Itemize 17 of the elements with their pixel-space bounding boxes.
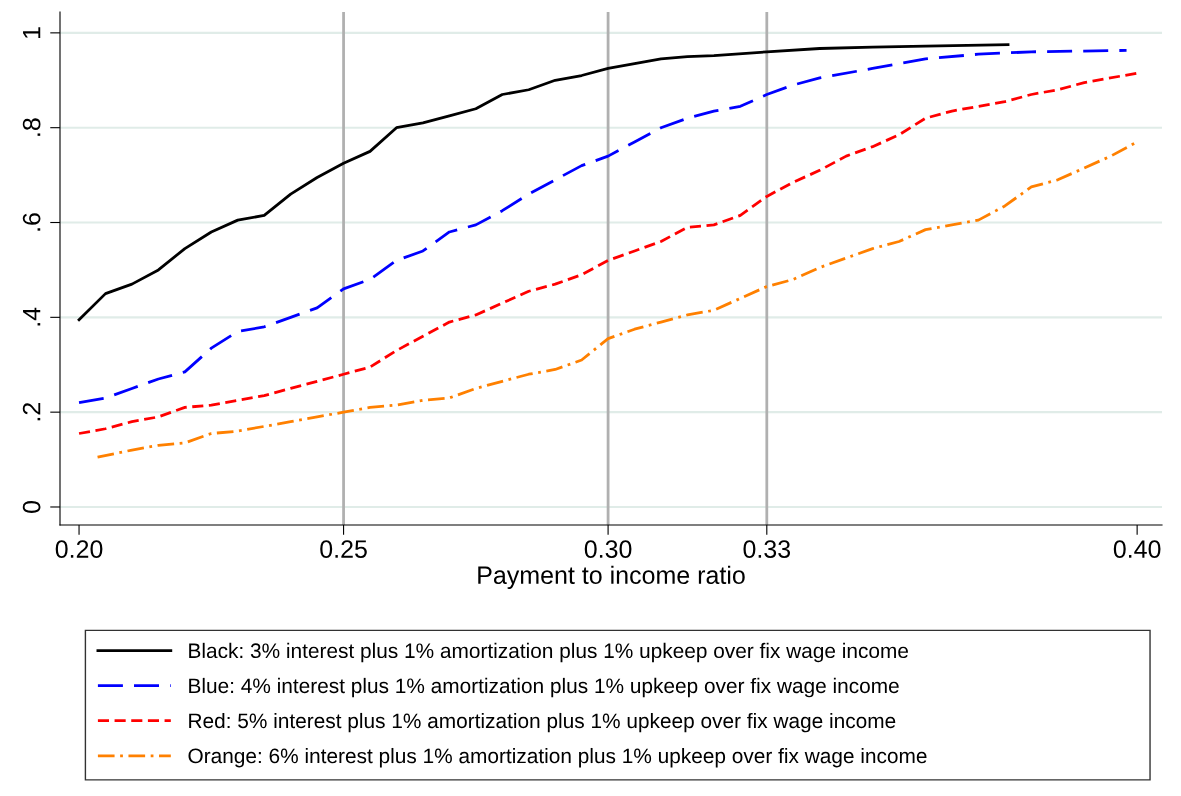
legend-label: Orange: 6% interest plus 1% amortization plus 1% upkeep over fix wage income (188, 747, 927, 768)
y-tick-label: .6 (22, 213, 41, 231)
legend-label: Red: 5% interest plus 1% amortization plus 1% upkeep over fix wage income (189, 712, 896, 733)
y-tick-label: 1 (23, 27, 41, 38)
legend-label: Blue: 4% interest plus 1% amortization plus 1% upkeep over fix wage income (189, 677, 899, 698)
y-tick-label: 0 (22, 501, 41, 513)
x-tick-label: 0.40 (1113, 540, 1161, 558)
legend-label: Black: 3% interest plus 1% amortization plus 1% upkeep over fix wage income (189, 642, 908, 663)
x-axis-title: Payment to income ratio (478, 565, 745, 589)
x-tick-label: 0.33 (743, 540, 791, 558)
y-tick-label: .8 (22, 118, 41, 136)
y-tick-label: .2 (22, 402, 41, 421)
line-series (77, 43, 1010, 322)
x-tick-label: 0.20 (55, 540, 103, 558)
x-tick-label: 0.30 (584, 540, 632, 558)
y-tick-label: .4 (23, 307, 41, 326)
x-tick-label: 0.25 (320, 540, 367, 558)
